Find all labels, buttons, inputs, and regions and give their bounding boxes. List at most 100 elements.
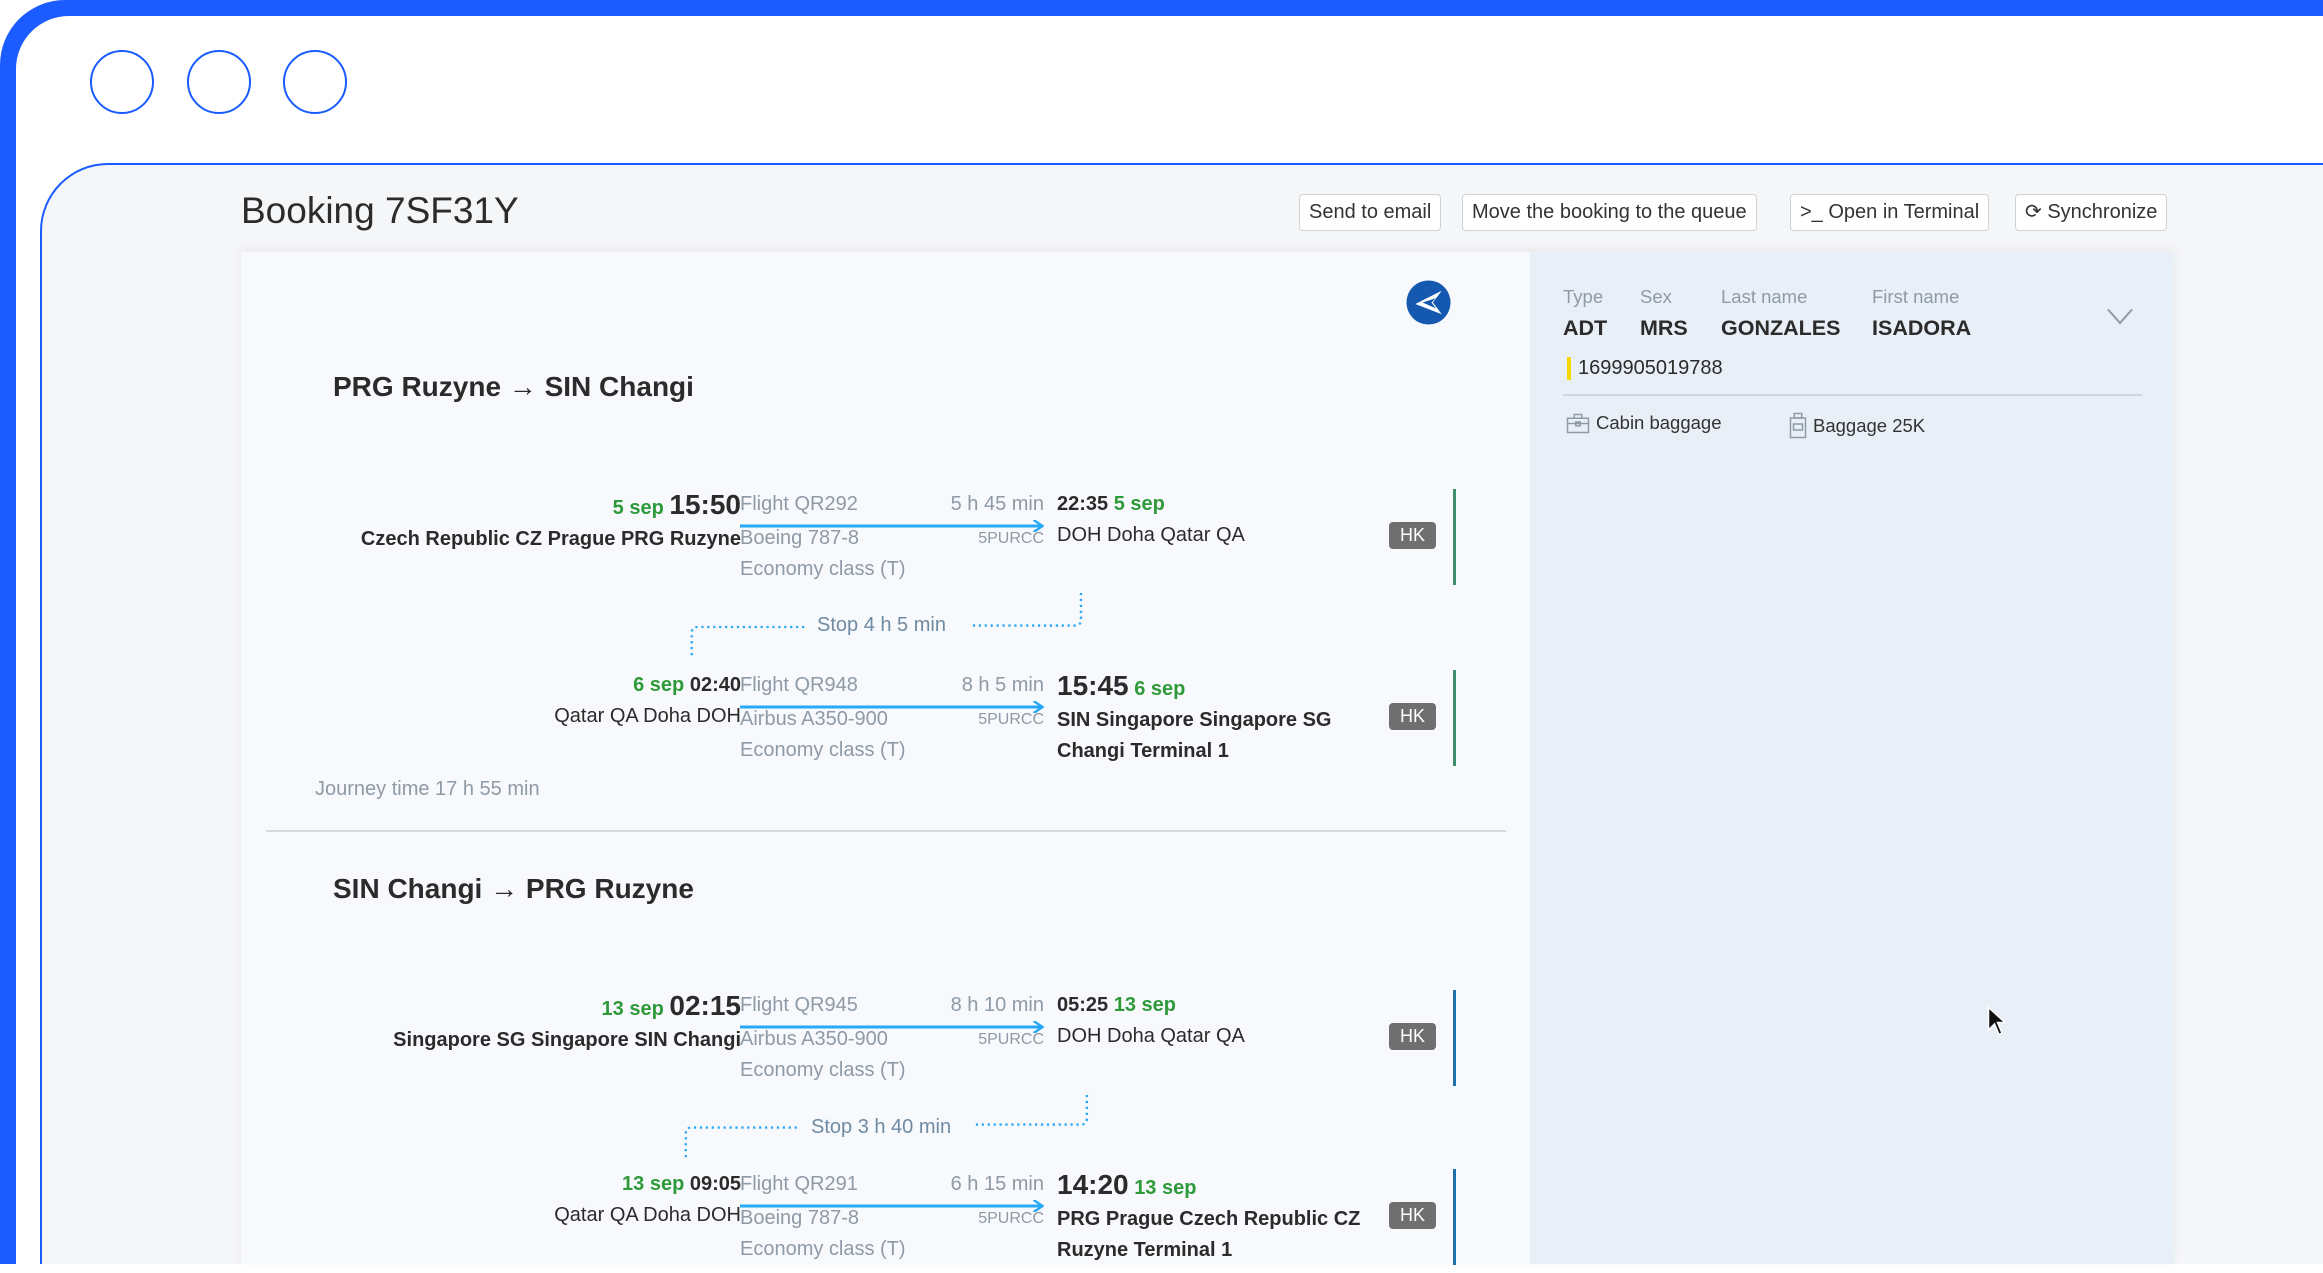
passenger-first-name: ISADORA	[1872, 316, 1972, 340]
cabin-class: Economy class (T)	[740, 1238, 906, 1260]
arr-time: 05:25	[1057, 994, 1109, 1016]
stop-dotted-line	[690, 592, 1083, 659]
arrow-right-icon	[740, 1200, 1044, 1212]
dep-location: Singapore SG Singapore SIN Changi	[393, 1029, 741, 1051]
stop-duration: Stop 4 h 5 min	[817, 614, 946, 636]
chevron-down-icon[interactable]	[2105, 305, 2135, 326]
flight-segment: 13 sep 02:15 Singapore SG Singapore SIN C…	[241, 990, 1471, 1094]
sex-label: Sex	[1640, 286, 1672, 307]
synchronize-button[interactable]: ⟳ Synchronize	[2015, 194, 2168, 231]
luggage-icon	[1789, 412, 1807, 439]
flight-segment: 13 sep 09:05 Qatar QA Doha DOH Flight QR2…	[241, 1169, 1471, 1273]
cabin-class: Economy class (T)	[740, 558, 906, 580]
divider	[266, 830, 1506, 832]
dep-date: 5 sep	[612, 497, 664, 519]
segment-bar	[1453, 1169, 1456, 1265]
aircraft: Boeing 787-8	[740, 1207, 859, 1229]
dep-time: 09:05	[689, 1173, 741, 1195]
refresh-icon: ⟳	[2025, 201, 2048, 223]
airline-logo-icon	[1406, 280, 1451, 325]
route-title: PRG Ruzyne → SIN Changi	[333, 371, 694, 402]
mouse-cursor-icon	[1987, 1006, 2007, 1036]
window-control-minimize[interactable]	[187, 50, 251, 114]
dep-time: 15:50	[669, 489, 741, 520]
window-control-maximize[interactable]	[283, 50, 347, 114]
dep-time: 02:15	[669, 990, 741, 1021]
route-title: SIN Changi → PRG Ruzyne	[333, 873, 694, 904]
cabin-class: Economy class (T)	[740, 1059, 906, 1081]
status-badge: HK	[1389, 703, 1436, 730]
send-to-email-button[interactable]: Send to email	[1299, 194, 1442, 231]
cabin-baggage: Cabin baggage	[1566, 412, 1722, 434]
segment-bar	[1453, 489, 1456, 585]
status-badge: HK	[1389, 1023, 1436, 1050]
arr-location: PRG Prague Czech Republic CZ Ruzyne Term…	[1057, 1208, 1361, 1261]
arr-date: 5 sep	[1113, 493, 1165, 515]
passenger-last-name: GONZALES	[1721, 316, 1841, 340]
booking-code: 5PURCC	[978, 530, 1044, 547]
flight-segment: 6 sep 02:40 Qatar QA Doha DOH Flight QR94…	[241, 670, 1471, 774]
dep-time: 02:40	[689, 674, 741, 696]
dep-location: Qatar QA Doha DOH	[554, 1204, 741, 1226]
journey-time: Journey time 17 h 55 min	[315, 778, 540, 800]
divider	[1563, 394, 2142, 396]
booking-code: 5PURCC	[978, 711, 1044, 728]
passenger-panel: Type Sex Last name First name ADT MRS GO…	[1530, 252, 2174, 1264]
dep-location: Czech Republic CZ Prague PRG Ruzyne	[360, 528, 741, 550]
window-control-close[interactable]	[90, 50, 154, 114]
dep-date: 6 sep	[633, 674, 685, 696]
aircraft: Boeing 787-8	[740, 527, 859, 549]
aircraft: Airbus A350-900	[740, 1028, 888, 1050]
flight-number[interactable]: Flight QR945	[740, 994, 858, 1016]
duration: 5 h 45 min	[950, 493, 1044, 515]
status-badge: HK	[1389, 522, 1436, 549]
dep-location: Qatar QA Doha DOH	[554, 705, 741, 727]
duration: 8 h 5 min	[961, 674, 1044, 696]
flight-number[interactable]: Flight QR948	[740, 674, 858, 696]
arr-location: DOH Doha Qatar QA	[1057, 524, 1245, 546]
arrow-right-icon	[740, 701, 1044, 713]
booking-code: 5PURCC	[978, 1210, 1044, 1227]
arr-time: 14:20	[1057, 1169, 1129, 1200]
arr-time: 22:35	[1057, 493, 1109, 515]
arr-location: SIN Singapore Singapore SG Changi Termin…	[1057, 709, 1332, 762]
arrow-right-icon	[740, 520, 1044, 532]
flight-segment: 5 sep 15:50 Czech Republic CZ Prague PRG …	[241, 489, 1471, 593]
dep-date: 13 sep	[601, 998, 664, 1020]
stop-connector: Stop 4 h 5 min	[241, 590, 1471, 664]
status-badge: HK	[1389, 1202, 1436, 1229]
arr-date: 13 sep	[1134, 1177, 1197, 1199]
cabin-class: Economy class (T)	[740, 739, 906, 761]
arr-date: 6 sep	[1134, 678, 1186, 700]
checked-baggage: Baggage 25K	[1789, 412, 1925, 439]
dep-date: 13 sep	[622, 1173, 685, 1195]
page-title: Booking 7SF31Y	[241, 190, 519, 231]
segment-bar	[1453, 990, 1456, 1086]
synchronize-label: Synchronize	[2047, 201, 2158, 223]
booking-card: PRG Ruzyne → SIN Changi 5 sep 15:50 Czech…	[241, 252, 2174, 1265]
cabin-baggage-label: Cabin baggage	[1596, 412, 1722, 433]
arr-date: 13 sep	[1113, 994, 1176, 1016]
move-to-queue-button[interactable]: Move the booking to the queue	[1462, 194, 1757, 231]
passenger-sex: MRS	[1640, 316, 1688, 340]
flight-number[interactable]: Flight QR292	[740, 493, 858, 515]
duration: 8 h 10 min	[950, 994, 1044, 1016]
type-label: Type	[1563, 286, 1604, 307]
stop-dotted-line	[684, 1094, 1089, 1159]
open-in-terminal-button[interactable]: >_ Open in Terminal	[1790, 194, 1990, 231]
arr-time: 15:45	[1057, 670, 1129, 701]
booking-code: 5PURCC	[978, 1031, 1044, 1048]
passenger-type: ADT	[1563, 316, 1608, 340]
briefcase-icon	[1566, 413, 1590, 433]
segment-bar	[1453, 670, 1456, 766]
last-name-label: Last name	[1721, 286, 1808, 307]
arr-location: DOH Doha Qatar QA	[1057, 1025, 1245, 1047]
first-name-label: First name	[1872, 286, 1960, 307]
arrow-right-icon	[740, 1021, 1044, 1033]
stop-duration: Stop 3 h 40 min	[811, 1116, 952, 1138]
stop-connector: Stop 3 h 40 min	[241, 1092, 1471, 1166]
flight-number[interactable]: Flight QR291	[740, 1173, 858, 1195]
ticket-number: 1699905019788	[1567, 357, 1723, 380]
aircraft: Airbus A350-900	[740, 708, 888, 730]
